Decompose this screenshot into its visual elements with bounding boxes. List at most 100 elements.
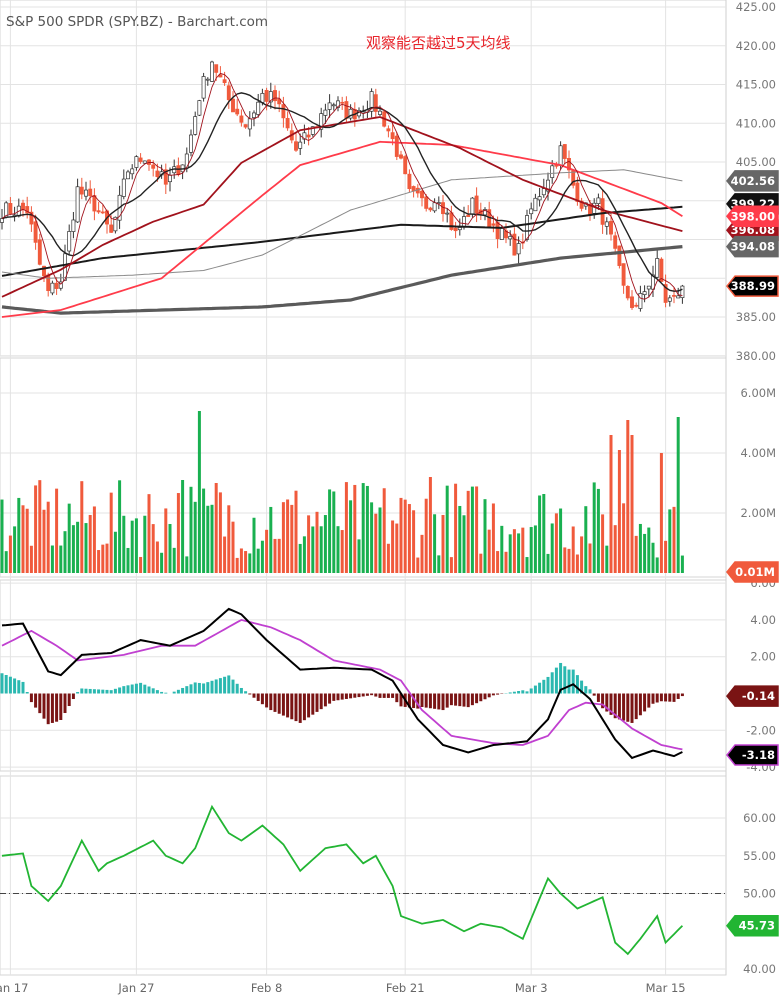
candle xyxy=(29,206,34,232)
volume-bar xyxy=(382,488,386,573)
y-axis-tick-label: 415.00 xyxy=(736,78,776,92)
candle xyxy=(37,233,42,266)
macd-histogram-bar xyxy=(546,676,550,694)
candle xyxy=(71,212,76,239)
volume-bar xyxy=(227,505,231,573)
candle xyxy=(235,99,240,117)
macd-histogram-bar xyxy=(554,667,558,694)
candle-body xyxy=(197,100,202,116)
y-axis-tick-label: -2.00 xyxy=(746,723,776,737)
candle xyxy=(340,96,345,110)
volume-bar xyxy=(525,557,529,573)
macd-histogram-bar xyxy=(512,691,516,694)
candle xyxy=(537,187,542,207)
candle-body xyxy=(193,116,198,135)
volume-bar xyxy=(584,506,588,573)
price-panel[interactable] xyxy=(0,60,685,318)
volume-bar xyxy=(542,494,546,573)
macd-histogram-bar xyxy=(483,693,487,700)
volume-bar xyxy=(651,542,655,573)
volume-bar xyxy=(63,531,67,573)
y-axis-tick-label: 405.00 xyxy=(736,155,776,169)
candle-body xyxy=(516,243,521,255)
candle xyxy=(25,196,30,219)
candle-body xyxy=(680,285,685,298)
candle xyxy=(210,60,214,82)
macd-histogram-bar xyxy=(134,683,138,694)
volume-bar xyxy=(59,545,63,573)
volume-bar xyxy=(563,547,567,573)
volume-bar xyxy=(638,523,642,573)
volume-bar xyxy=(374,513,378,573)
macd-histogram-bar xyxy=(239,687,243,694)
candle xyxy=(134,155,139,171)
volume-bar xyxy=(189,486,193,573)
candle-body xyxy=(138,157,143,162)
volume-bar xyxy=(378,507,382,573)
macd-histogram-bar xyxy=(374,693,378,697)
macd-histogram-bar xyxy=(21,681,25,694)
candle xyxy=(88,180,93,204)
volume-bar xyxy=(202,488,206,573)
macd-histogram-bar xyxy=(46,693,50,725)
candle-body xyxy=(625,286,630,299)
volume-bar xyxy=(529,527,533,573)
candle xyxy=(546,172,550,201)
volume-bar xyxy=(428,477,432,573)
candle-body xyxy=(8,203,13,214)
candle xyxy=(407,169,412,193)
candle xyxy=(218,66,223,78)
macd-histogram-bar xyxy=(223,676,227,694)
macd-histogram-bar xyxy=(592,693,596,696)
candle-body xyxy=(436,202,441,204)
volume-bar xyxy=(231,521,235,573)
candle xyxy=(415,184,420,198)
macd-histogram-bar xyxy=(311,693,315,715)
candle-body xyxy=(474,195,479,214)
macd-histogram-bar xyxy=(399,693,403,707)
volume-bar xyxy=(391,520,395,573)
macd-histogram-bar xyxy=(416,693,420,709)
candle-body xyxy=(659,258,664,282)
candle xyxy=(625,285,630,301)
volume-bar xyxy=(88,514,92,573)
candle-body xyxy=(29,211,34,225)
macd-panel[interactable] xyxy=(0,607,684,760)
volume-bar xyxy=(588,543,592,573)
macd-histogram-bar xyxy=(596,693,600,702)
volume-bar xyxy=(399,497,403,573)
candle xyxy=(193,111,198,136)
macd-histogram-bar xyxy=(193,682,197,694)
macd-histogram-bar xyxy=(349,693,353,699)
macd-histogram-bar xyxy=(479,693,483,702)
candle-body xyxy=(134,156,139,168)
rsi-panel[interactable] xyxy=(1,804,684,956)
volume-bar xyxy=(328,489,332,573)
volume-bar xyxy=(433,514,437,573)
macd-histogram-bar xyxy=(609,693,613,715)
candle xyxy=(525,209,529,242)
volume-bar xyxy=(235,557,239,573)
candle-body xyxy=(252,112,256,118)
candle-body xyxy=(499,227,504,240)
macd-signal-line xyxy=(1,618,683,751)
macd-histogram-bar xyxy=(139,682,143,694)
x-axis-date-label: Mar 15 xyxy=(646,981,686,995)
macd-histogram-bar xyxy=(328,693,332,704)
volume-bar xyxy=(42,509,46,573)
volume-bar xyxy=(323,515,327,573)
volume-panel[interactable] xyxy=(0,411,684,573)
volume-bar xyxy=(4,551,8,573)
volume-bar xyxy=(256,548,260,573)
candle-body xyxy=(630,296,634,308)
x-axis-date-label: Jan 27 xyxy=(117,981,154,995)
candle-body xyxy=(424,196,429,209)
candle-body xyxy=(462,216,466,228)
macd-histogram-bar xyxy=(491,693,495,696)
candle-body xyxy=(495,222,500,240)
candle-body xyxy=(310,126,315,135)
macd-histogram-bar xyxy=(529,688,533,694)
macd-histogram-bar xyxy=(290,693,294,720)
volume-bar xyxy=(571,526,575,573)
